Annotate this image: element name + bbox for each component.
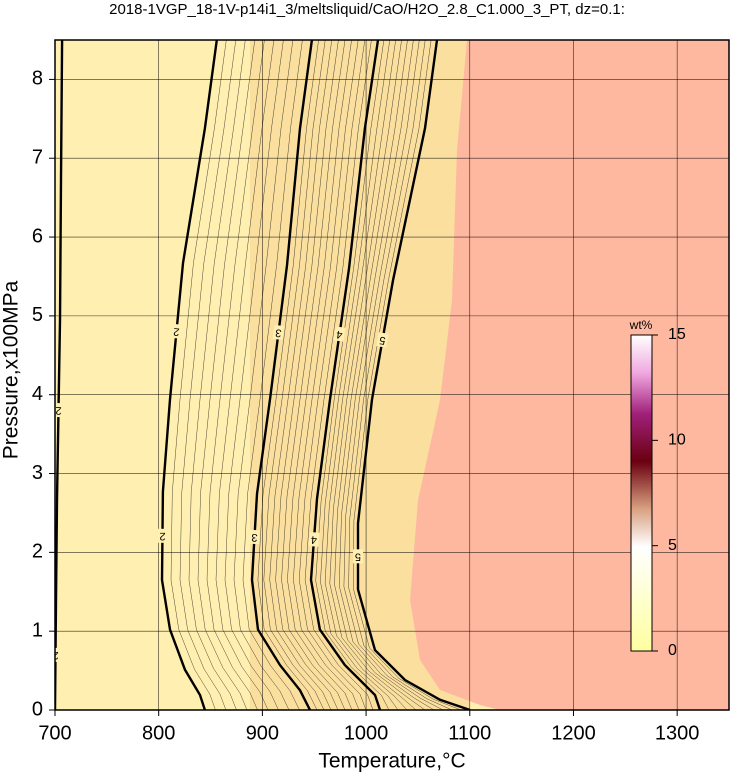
minor-contour: [287, 40, 353, 710]
contour-label-bg: [333, 326, 346, 342]
contour-label: 5: [355, 550, 361, 562]
contour-label-bg: [308, 531, 320, 547]
minor-contour: [206, 40, 265, 710]
x-tick-label: 1000: [344, 722, 389, 744]
y-tick-label: 1: [32, 619, 43, 641]
minor-contour: [334, 40, 426, 710]
plot-frame: [54, 39, 730, 711]
contour-label: 4: [311, 533, 318, 545]
minor-contour: [257, 40, 319, 710]
colorbar-tick-label: 0: [668, 642, 677, 659]
minor-contour: [233, 40, 294, 710]
y-tick-label: 7: [32, 147, 43, 169]
x-tick-label: 1200: [551, 722, 596, 744]
y-tick-label: 6: [32, 225, 43, 247]
minor-contour: [269, 40, 333, 710]
minor-contour: [188, 40, 246, 710]
minor-contour: [281, 40, 346, 710]
contour-label-bg: [376, 332, 389, 348]
minor-contour: [215, 40, 275, 710]
y-tick-label: 2: [32, 541, 43, 563]
x-tick-label: 1300: [655, 722, 700, 744]
y-tick-label: 0: [32, 698, 43, 720]
x-tick-label: 900: [246, 722, 279, 744]
grid: [54, 40, 729, 711]
minor-contour: [275, 40, 339, 710]
minor-contours: [170, 40, 462, 710]
chart-title: 2018-1VGP_18-1V-p14i1_3/meltsliquid/CaO/…: [109, 1, 625, 18]
minor-contour: [343, 40, 444, 710]
contour-label-bg: [55, 402, 64, 418]
minor-contour: [348, 40, 453, 710]
minor-contour: [197, 40, 256, 710]
y-tick-label: 8: [32, 68, 43, 90]
minor-contour: [304, 40, 374, 710]
colorbar-tick-label: 10: [668, 432, 686, 449]
y-tick-label: 4: [32, 383, 43, 405]
y-tick-label: 3: [32, 462, 43, 484]
y-tick-label: 5: [32, 304, 43, 326]
x-tick-label: 800: [142, 722, 175, 744]
colorbar-label: wt%: [629, 318, 653, 332]
x-axis-label: Temperature,°C: [318, 750, 465, 773]
colorbar-tick-label: 5: [668, 537, 677, 554]
minor-contour: [298, 40, 367, 710]
minor-contour: [338, 40, 435, 710]
contour-label: 3: [251, 531, 258, 543]
contour-label: 2: [173, 325, 180, 338]
minor-contour: [224, 40, 284, 710]
colorbar: [630, 334, 653, 652]
colorbar-tick-label: 15: [668, 326, 686, 343]
contour-label-bg: [272, 324, 285, 341]
minor-contour: [242, 40, 303, 710]
minor-contour: [324, 40, 408, 710]
contour-label-bg: [170, 323, 183, 339]
colorbar-ticks: 0 5 10 15: [652, 326, 686, 659]
minor-contour: [263, 40, 326, 710]
x-tick-label: 700: [38, 722, 71, 744]
minor-contour: [170, 40, 227, 710]
major-contours: 2 2 2 2 3 3 4 4 5 5: [52, 40, 471, 710]
contour-label: 2: [159, 530, 165, 542]
contour-label-bg: [352, 549, 363, 564]
x-tick-label: 1100: [448, 722, 491, 744]
minor-contour: [179, 40, 237, 710]
contour-label: 3: [275, 326, 283, 339]
minor-contour: [320, 40, 399, 710]
contour-label: 5: [378, 334, 386, 347]
contour-label-bg: [157, 528, 168, 543]
contour-label: 4: [336, 328, 344, 341]
contour-label: 2: [52, 649, 58, 661]
y-axis-label: Pressure,x100MPa: [0, 280, 23, 459]
contour-label: 2: [55, 404, 61, 416]
minor-contour: [293, 40, 360, 710]
minor-contour: [329, 40, 417, 710]
contour-label-bg: [249, 529, 260, 545]
